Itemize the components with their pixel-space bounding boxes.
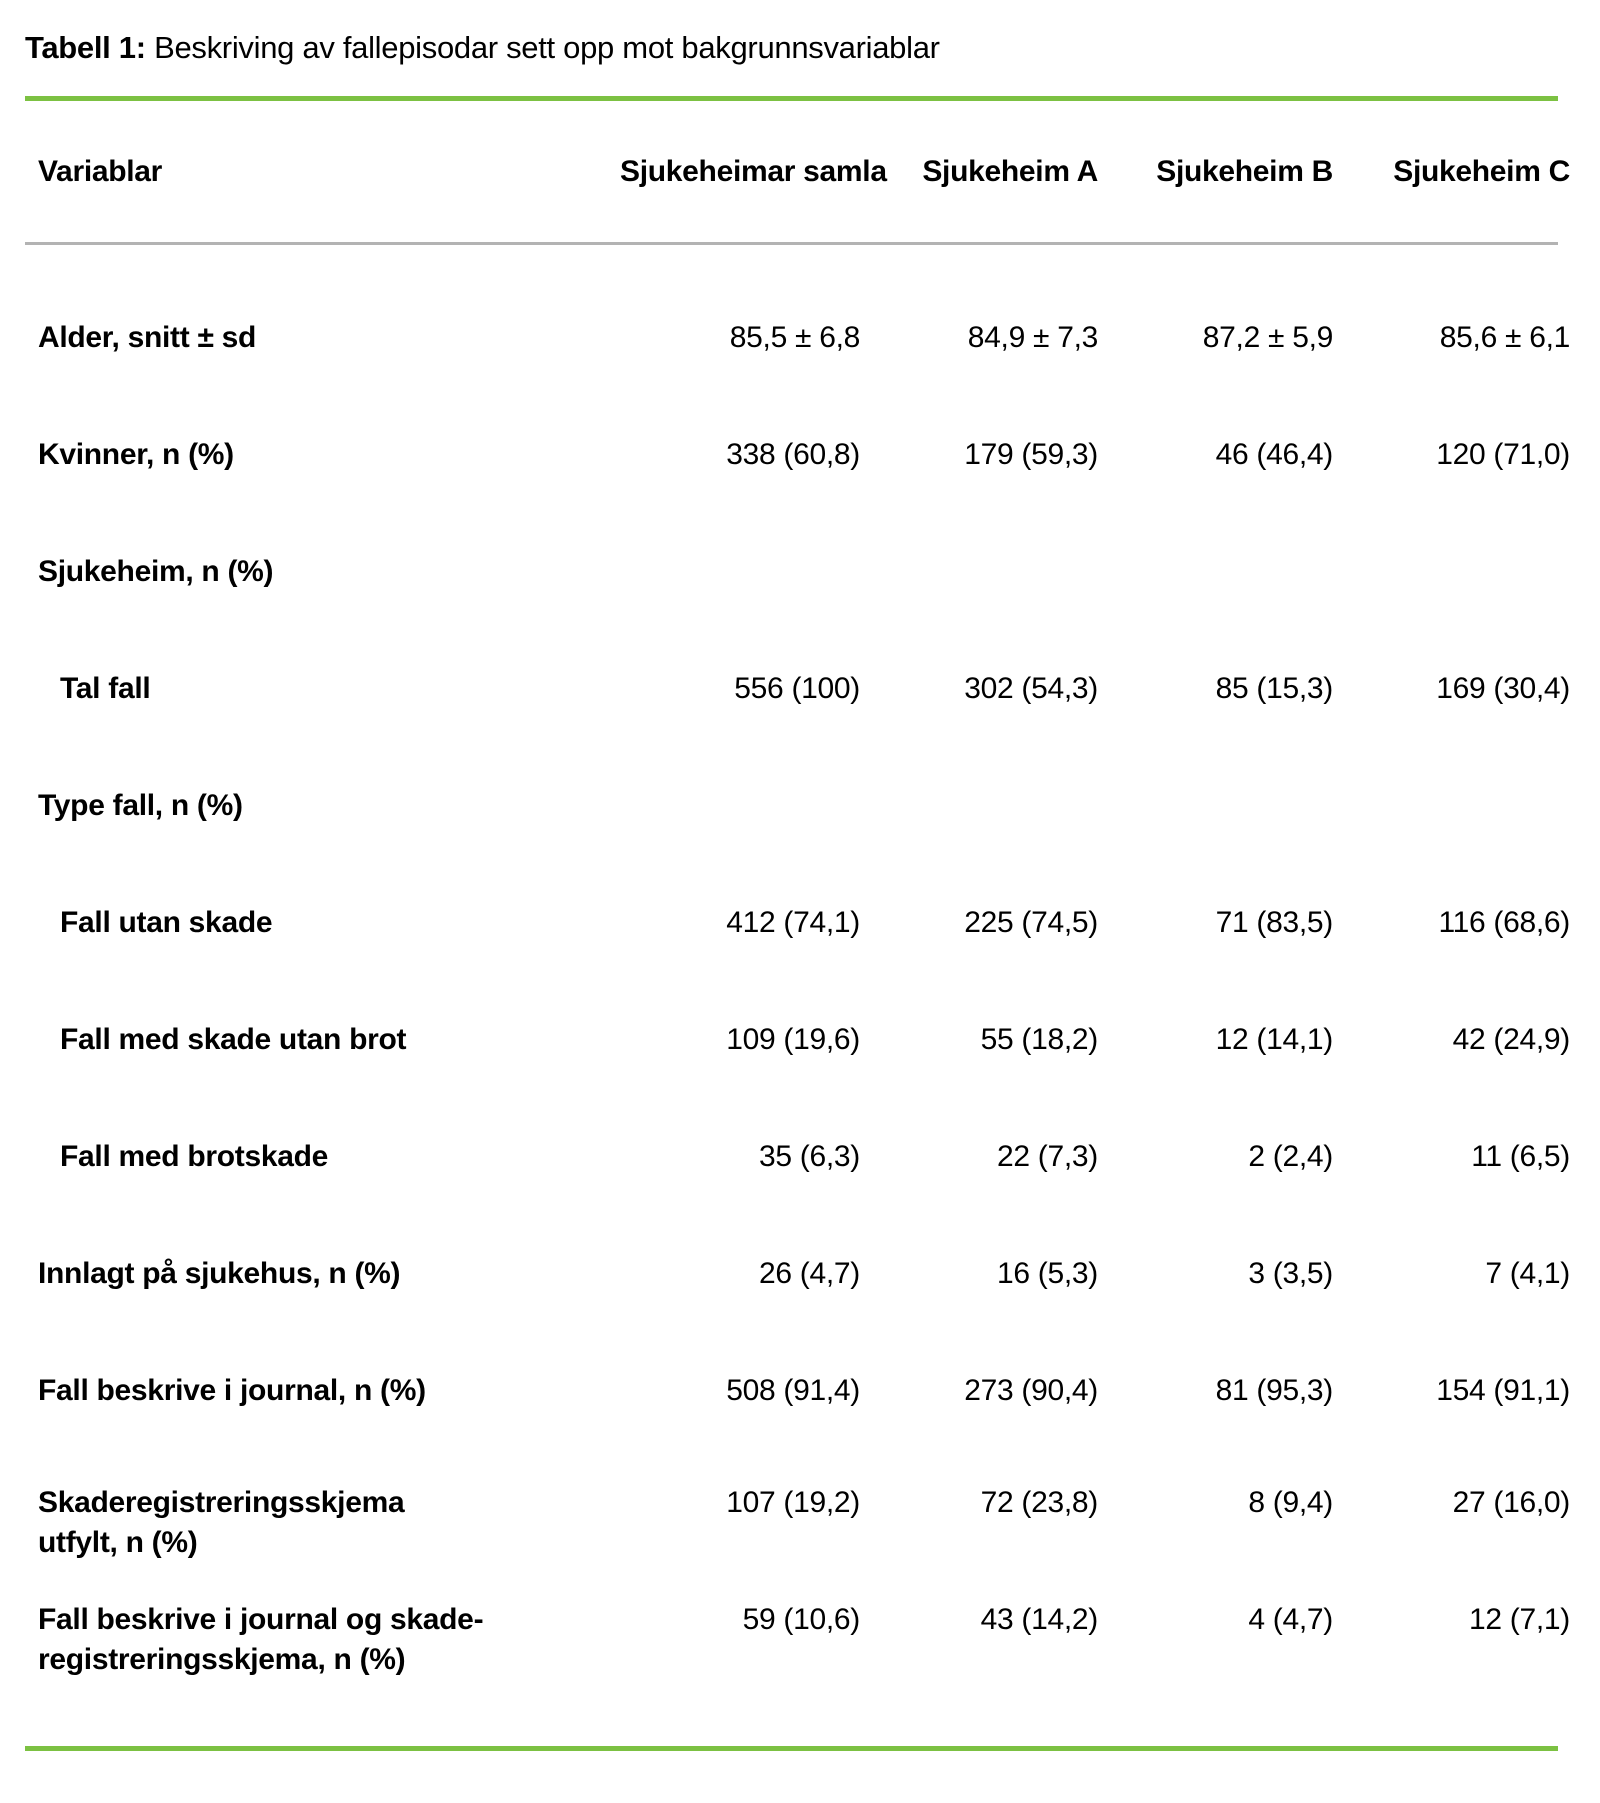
row-value-sjukeheim-c: 116 (68,6) — [1438, 905, 1570, 939]
column-header-sjukeheim-a: Sjukeheim A — [922, 154, 1098, 188]
row-value-sjukeheim-a: 179 (59,3) — [964, 437, 1098, 471]
row-value-sjukeheim-c: 12 (7,1) — [1469, 1603, 1570, 1636]
table-body: Alder, snitt ± sd 85,5 ± 6,8 84,9 ± 7,3 … — [0, 245, 1600, 1683]
row-label: Tal fall — [60, 671, 151, 705]
row-value-samla: 35 (6,3) — [759, 1139, 860, 1173]
row-value-samla: 412 (74,1) — [726, 905, 860, 939]
row-value-sjukeheim-a: 84,9 ± 7,3 — [967, 320, 1099, 354]
table-row: Innlagt på sjukehus, n (%) 26 (4,7) 16 (… — [0, 1215, 1600, 1332]
table-title-text: Beskriving av fallepisodar sett opp mot … — [145, 30, 940, 65]
column-header-variablar: Variablar — [38, 154, 163, 188]
row-value-sjukeheim-c: 120 (71,0) — [1436, 437, 1570, 471]
row-label: Skaderegistreringsskjema utfylt, n (%) — [38, 1486, 405, 1559]
header-divider-rule — [25, 242, 1558, 245]
row-value-sjukeheim-b: 3 (3,5) — [1248, 1256, 1333, 1290]
table-row: Fall beskrive i journal, n (%) 508 (91,4… — [0, 1332, 1600, 1449]
row-value-samla: 338 (60,8) — [726, 437, 860, 471]
row-value-sjukeheim-c: 169 (30,4) — [1436, 671, 1570, 705]
row-value-sjukeheim-c: 11 (6,5) — [1471, 1139, 1570, 1173]
table-row: Skaderegistreringsskjema utfylt, n (%) 1… — [0, 1449, 1600, 1566]
table-row: Fall beskrive i journal og skade- regist… — [0, 1566, 1600, 1683]
row-label: Kvinner, n (%) — [38, 437, 234, 471]
row-value-samla: 109 (19,6) — [726, 1022, 860, 1056]
row-value-sjukeheim-a: 72 (23,8) — [980, 1486, 1099, 1519]
row-value-sjukeheim-b: 81 (95,3) — [1215, 1373, 1334, 1407]
row-value-samla: 59 (10,6) — [742, 1603, 861, 1636]
column-header-sjukeheim-c: Sjukeheim C — [1393, 154, 1570, 188]
row-value-sjukeheim-b: 2 (2,4) — [1248, 1139, 1333, 1173]
row-value-sjukeheim-c: 27 (16,0) — [1452, 1486, 1571, 1519]
row-value-sjukeheim-a: 55 (18,2) — [980, 1022, 1099, 1056]
table-row: Alder, snitt ± sd 85,5 ± 6,8 84,9 ± 7,3 … — [0, 279, 1600, 396]
row-label: Fall beskrive i journal og skade- regist… — [38, 1603, 484, 1676]
row-value-sjukeheim-a: 225 (74,5) — [964, 905, 1098, 939]
row-value-samla: 508 (91,4) — [726, 1373, 860, 1407]
row-value-sjukeheim-b: 4 (4,7) — [1248, 1603, 1333, 1636]
row-value-sjukeheim-b: 12 (14,1) — [1215, 1022, 1334, 1056]
row-value-sjukeheim-a: 302 (54,3) — [964, 671, 1098, 705]
row-label: Fall med skade utan brot — [60, 1022, 407, 1056]
row-value-sjukeheim-c: 154 (91,1) — [1436, 1373, 1570, 1407]
row-label: Fall med brotskade — [60, 1139, 329, 1173]
row-label: Fall utan skade — [60, 905, 273, 939]
row-value-sjukeheim-a: 22 (7,3) — [997, 1139, 1098, 1173]
row-label: Fall beskrive i journal, n (%) — [38, 1373, 426, 1407]
table-header-row: Variablar Sjukeheimar samla Sjukeheim A … — [0, 101, 1600, 242]
column-header-sjukeheim-b: Sjukeheim B — [1156, 154, 1333, 188]
column-header-sjukeheimar-samla: Sjukeheimar samla — [620, 154, 887, 188]
row-value-sjukeheim-b: 87,2 ± 5,9 — [1202, 320, 1334, 354]
row-value-sjukeheim-b: 46 (46,4) — [1215, 437, 1334, 471]
table-title: Tabell 1: Beskriving av fallepisodar set… — [0, 0, 1600, 70]
row-value-sjukeheim-b: 85 (15,3) — [1215, 671, 1334, 705]
table-row: Fall med brotskade 35 (6,3) 22 (7,3) 2 (… — [0, 1098, 1600, 1215]
table-row: Kvinner, n (%) 338 (60,8) 179 (59,3) 46 … — [0, 396, 1600, 513]
table-title-number: Tabell 1: — [25, 30, 146, 65]
table-row: Sjukeheim, n (%) — [0, 513, 1600, 630]
top-rule — [25, 96, 1558, 101]
table-row: Tal fall 556 (100) 302 (54,3) 85 (15,3) … — [0, 630, 1600, 747]
row-value-sjukeheim-b: 71 (83,5) — [1215, 905, 1334, 939]
row-value-sjukeheim-a: 16 (5,3) — [997, 1256, 1098, 1290]
row-value-samla: 107 (19,2) — [726, 1486, 860, 1519]
row-value-samla: 26 (4,7) — [759, 1256, 860, 1290]
row-value-sjukeheim-b: 8 (9,4) — [1248, 1486, 1333, 1519]
row-value-samla: 85,5 ± 6,8 — [729, 320, 861, 354]
row-value-sjukeheim-a: 43 (14,2) — [980, 1603, 1099, 1636]
row-value-sjukeheim-c: 85,6 ± 6,1 — [1439, 320, 1571, 354]
row-label: Sjukeheim, n (%) — [38, 554, 274, 588]
row-label: Innlagt på sjukehus, n (%) — [38, 1256, 401, 1290]
table-row: Fall utan skade 412 (74,1) 225 (74,5) 71… — [0, 864, 1600, 981]
row-value-sjukeheim-c: 7 (4,1) — [1485, 1256, 1570, 1290]
table-row: Fall med skade utan brot 109 (19,6) 55 (… — [0, 981, 1600, 1098]
row-label: Type fall, n (%) — [38, 788, 243, 822]
table-row: Type fall, n (%) — [0, 747, 1600, 864]
row-value-samla: 556 (100) — [734, 671, 860, 705]
row-value-sjukeheim-c: 42 (24,9) — [1452, 1022, 1571, 1056]
row-value-sjukeheim-a: 273 (90,4) — [964, 1373, 1098, 1407]
row-label: Alder, snitt ± sd — [38, 320, 257, 354]
bottom-rule — [25, 1746, 1558, 1751]
